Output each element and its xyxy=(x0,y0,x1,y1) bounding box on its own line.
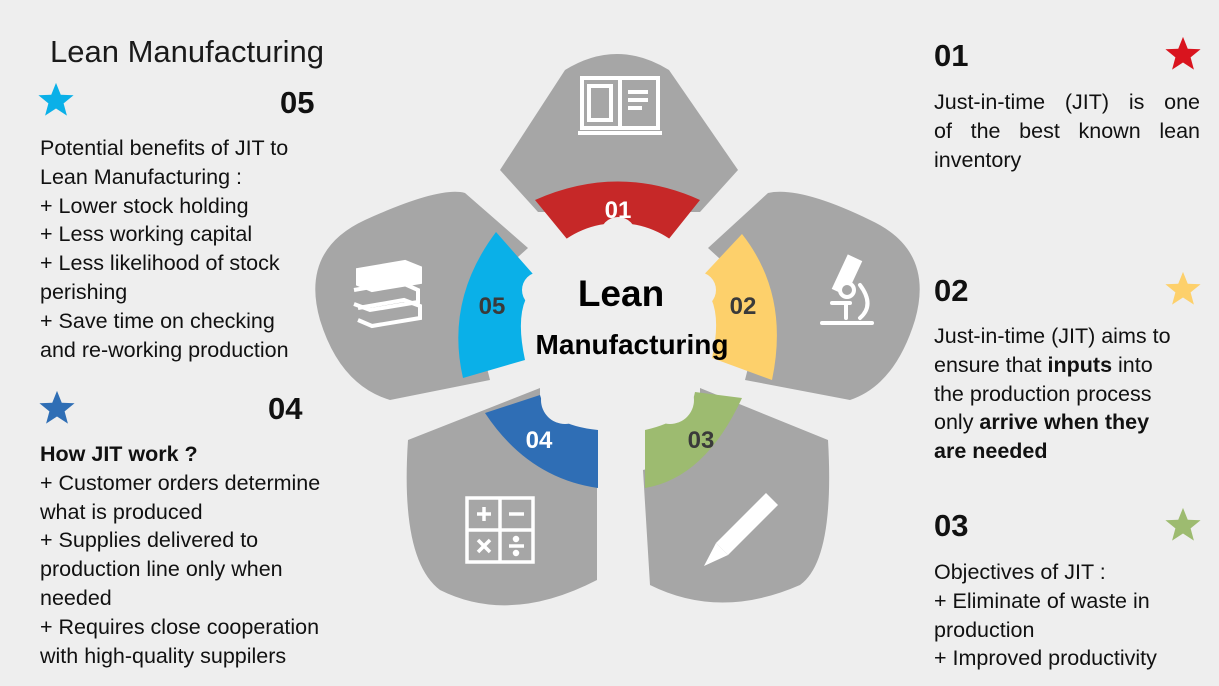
text-line: production line only when xyxy=(40,557,283,582)
ring-segment-03 xyxy=(645,392,742,488)
text-line: inventory xyxy=(934,147,1022,172)
text-line: + Less working capital xyxy=(40,222,253,247)
text-run-bold: inputs xyxy=(1047,352,1113,377)
section-text-04: How JIT work ? + Customer orders determi… xyxy=(40,440,320,670)
text-line: what is produced xyxy=(40,499,203,524)
text-line: Just-in-time (JIT) aims to xyxy=(934,324,1171,348)
petal-03 xyxy=(643,388,830,603)
open-book-icon xyxy=(578,76,662,135)
text-line: the production process xyxy=(934,381,1152,406)
section-number-03: 03 xyxy=(934,508,969,543)
star-icon-04 xyxy=(39,390,75,424)
section-number-02: 02 xyxy=(934,273,969,308)
pencil-icon xyxy=(704,493,778,566)
segment-label-03: 03 xyxy=(688,427,715,454)
ring-segment-05 xyxy=(458,232,540,378)
text-line: + Lower stock holding xyxy=(40,193,249,218)
section-text-02: Just-in-time (JIT) aims to ensure that i… xyxy=(934,322,1171,466)
text-line: + Customer orders determine xyxy=(40,470,321,495)
text-run-bold: arrive when they xyxy=(979,410,1150,435)
section-number-05: 05 xyxy=(280,85,315,120)
text-line: + Requires close cooperation xyxy=(40,614,320,639)
section-heading: How JIT work ? xyxy=(40,442,198,466)
segment-label-01: 01 xyxy=(605,197,632,224)
text-line: production xyxy=(934,617,1035,642)
star-icon-05 xyxy=(38,82,74,116)
ring-segment-04 xyxy=(485,395,598,488)
star-icon-01 xyxy=(1165,36,1201,70)
text-line: and re-working production xyxy=(40,337,289,362)
segment-label-04: 04 xyxy=(526,427,553,454)
section-text-01: Just-in-time (JIT) is one of the best kn… xyxy=(934,88,1200,174)
text-line: Just-in-time (JIT) is one xyxy=(934,90,1200,114)
text-line: + Save time on checking xyxy=(40,308,275,333)
page-title: Lean Manufacturing xyxy=(50,34,325,69)
text-run-bold: are needed xyxy=(934,439,1048,464)
text-line: perishing xyxy=(40,279,128,304)
text-run: only xyxy=(934,410,980,435)
microscope-icon xyxy=(820,254,874,325)
star-icon-03 xyxy=(1165,507,1201,541)
text-line: needed xyxy=(40,585,112,610)
text-line: with high-quality suppilers xyxy=(40,643,287,668)
text-line: only arrive when they xyxy=(934,408,1171,437)
text-line: ensure that inputs into xyxy=(934,351,1171,380)
segment-label-05: 05 xyxy=(479,293,506,320)
text-line: Objectives of JIT : xyxy=(934,560,1106,584)
calculator-icon xyxy=(465,496,535,564)
star-icon-02 xyxy=(1165,271,1201,305)
section-number-04: 04 xyxy=(268,391,303,426)
section-number-01: 01 xyxy=(934,38,969,73)
center-title-line1: Lean xyxy=(578,273,664,314)
segment-label-02: 02 xyxy=(730,293,757,320)
text-line: of the best known lean xyxy=(934,118,1200,143)
lean-flower-diagram: 01 02 03 04 05 Lean Manufacturing xyxy=(315,54,920,606)
book-stack-icon xyxy=(353,259,422,329)
ring-segment-02 xyxy=(697,234,777,380)
text-line: Lean Manufacturing : xyxy=(40,164,242,189)
text-run: into xyxy=(1112,352,1153,377)
section-text-05: Potential benefits of JIT to Lean Manufa… xyxy=(40,134,289,364)
text-line: Potential benefits of JIT to xyxy=(40,136,289,160)
text-line: are needed xyxy=(934,437,1171,466)
text-line: + Less likelihood of stock xyxy=(40,251,280,276)
text-line: + Eliminate of waste in xyxy=(934,588,1150,613)
center-circle xyxy=(522,217,716,424)
text-line: + Supplies delivered to xyxy=(40,528,259,553)
text-line: + Improved productivity xyxy=(934,646,1157,671)
center-title-line2: Manufacturing xyxy=(536,329,729,360)
section-text-03: Objectives of JIT : + Eliminate of waste… xyxy=(934,558,1157,673)
text-run: ensure that xyxy=(934,352,1048,377)
